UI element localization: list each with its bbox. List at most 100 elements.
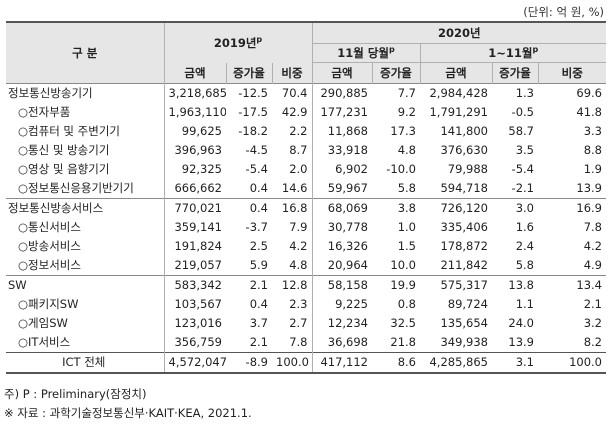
cell-value: 5.9 xyxy=(249,258,268,272)
row-label: ○컴퓨터 및 주변기기 xyxy=(6,122,165,141)
row-label: ○패키지SW xyxy=(6,295,165,314)
cell-value: 14.6 xyxy=(281,181,308,195)
cell-value: 13.8 xyxy=(492,275,538,295)
col-header-share-2019: 비중 xyxy=(271,62,312,84)
cell-value: 770,021 xyxy=(164,198,226,218)
col-header-amount-cum: 금액 xyxy=(419,62,492,84)
cell-value: 0.4 xyxy=(249,297,268,311)
row-label: 정보통신방송기기 xyxy=(6,83,165,103)
cell-value: 4.2 xyxy=(289,239,308,253)
cell-value: 100.0 xyxy=(538,352,606,374)
cell-value: 3.7 xyxy=(249,316,268,330)
cell-value: 7.8 xyxy=(289,335,308,349)
row-label: SW xyxy=(6,275,165,295)
cell-value: 16,326 xyxy=(311,237,372,256)
table-row: ○컴퓨터 및 주변기기 99,625 -18.2 2.2 11,868 17.3 141,8… xyxy=(6,122,606,141)
cell-value: -5.4 xyxy=(245,162,268,176)
row-label: ○통신서비스 xyxy=(6,218,165,237)
table-row: ○정보서비스 219,057 5.9 4.8 20,964 10.0 211,842 5.8 4… xyxy=(6,256,606,276)
cell-value: 17.3 xyxy=(390,124,416,138)
cell-value: 0.4 xyxy=(226,198,272,218)
cell-value: 6,902 xyxy=(311,160,372,179)
cell-value: 135,654 xyxy=(440,316,488,330)
cell-value: 356,759 xyxy=(174,335,222,349)
cell-value: 2.7 xyxy=(289,316,308,330)
cell-value: 191,824 xyxy=(174,239,222,253)
cell-value: -2.1 xyxy=(511,181,534,195)
cell-value: 58,158 xyxy=(311,275,372,295)
cell-value: 2.0 xyxy=(289,162,308,176)
cell-value: 7.7 xyxy=(372,83,420,103)
row-label: ○통신 및 방송기기 xyxy=(6,141,165,160)
cell-value: 19.9 xyxy=(372,275,420,295)
cell-value: 10.0 xyxy=(390,258,416,272)
cell-value: 417,112 xyxy=(311,352,372,374)
table-row: ○통신 및 방송기기 396,963 -4.5 8.7 33,918 4.8 376,630… xyxy=(6,141,606,160)
cell-value: 1.6 xyxy=(515,220,534,234)
col-header-amount-2019: 금액 xyxy=(164,62,226,84)
row-label: ○정보서비스 xyxy=(6,256,165,276)
cell-value: 89,724 xyxy=(447,297,488,311)
cell-value: -12.5 xyxy=(226,83,272,103)
cell-value: 16.8 xyxy=(272,198,312,218)
cell-value: 99,625 xyxy=(181,124,222,138)
cell-value: 3,218,685 xyxy=(164,83,226,103)
cell-value: 69.6 xyxy=(538,83,606,103)
cell-value: 0.8 xyxy=(397,297,416,311)
cell-value: -10.0 xyxy=(386,162,416,176)
cell-value: 3.5 xyxy=(515,143,534,157)
cell-value: -17.5 xyxy=(238,105,268,119)
cell-value: 4,572,047 xyxy=(164,352,226,374)
header-november: 11월 당월p xyxy=(312,43,421,63)
cell-value: 290,885 xyxy=(311,83,372,103)
cell-value: 12.8 xyxy=(272,275,312,295)
col-header-share-cum: 비중 xyxy=(537,62,606,84)
cell-value: 9.2 xyxy=(397,105,416,119)
cell-value: 21.8 xyxy=(390,335,416,349)
cell-value: 335,406 xyxy=(440,220,488,234)
header-jan-nov: 1~11월p xyxy=(420,43,606,63)
cell-value: 8.6 xyxy=(372,352,420,374)
cell-value: -4.5 xyxy=(245,143,268,157)
cell-value: 359,141 xyxy=(174,220,222,234)
cell-value: 41.8 xyxy=(576,105,602,119)
cell-value: 59,967 xyxy=(311,179,372,199)
cell-value: 1.3 xyxy=(492,83,538,103)
header-gubun: 구 분 xyxy=(6,22,165,84)
cell-value: 2.1 xyxy=(226,275,272,295)
row-label: ○방송서비스 xyxy=(6,237,165,256)
cell-value: 575,317 xyxy=(420,275,492,295)
cell-value: 13.4 xyxy=(538,275,606,295)
cell-value: 12,234 xyxy=(311,314,372,333)
table-row: ○IT서비스 356,759 2.1 7.8 36,698 21.8 349,938 13.9… xyxy=(6,333,606,353)
cell-value: 4.9 xyxy=(583,258,602,272)
cell-value: 1.9 xyxy=(583,162,602,176)
cell-value: 9,225 xyxy=(311,295,372,314)
cell-value: 42.9 xyxy=(281,105,308,119)
cell-value: 211,842 xyxy=(440,258,488,272)
cell-value: 3.8 xyxy=(372,198,420,218)
cell-value: -0.5 xyxy=(511,105,534,119)
cell-value: 2.1 xyxy=(249,335,268,349)
cell-value: -18.2 xyxy=(238,124,268,138)
cell-value: -8.9 xyxy=(226,352,272,374)
row-label: ○게임SW xyxy=(6,314,165,333)
table-row: 정보통신방송서비스 770,021 0.4 16.8 68,069 3.8 726,120 3… xyxy=(6,198,606,218)
cell-value: 349,938 xyxy=(440,335,488,349)
table-row: ○방송서비스 191,824 2.5 4.2 16,326 1.5 178,872 2.4 4.… xyxy=(6,237,606,256)
cell-value: 8.2 xyxy=(583,335,602,349)
cell-value: 68,069 xyxy=(311,198,372,218)
cell-value: 2.2 xyxy=(289,124,308,138)
cell-value: 1.5 xyxy=(397,239,416,253)
cell-value: 5.8 xyxy=(515,258,534,272)
col-header-growth-nov: 증가율 xyxy=(371,62,420,84)
table-row: SW 583,342 2.1 12.8 58,158 19.9 575,317 13.8 13.… xyxy=(6,275,606,295)
cell-value: 20,964 xyxy=(311,256,372,276)
table-row: 정보통신방송기기 3,218,685 -12.5 70.4 290,885 7.7 2,98… xyxy=(6,83,606,103)
cell-value: 70.4 xyxy=(272,83,312,103)
cell-value: 103,567 xyxy=(174,297,222,311)
cell-value: 141,800 xyxy=(440,124,488,138)
cell-value: 726,120 xyxy=(420,198,492,218)
table-row: ○영상 및 음향기기 92,325 -5.4 2.0 6,902 -10.0 79,988 -… xyxy=(6,160,606,179)
cell-value: 79,988 xyxy=(447,162,488,176)
